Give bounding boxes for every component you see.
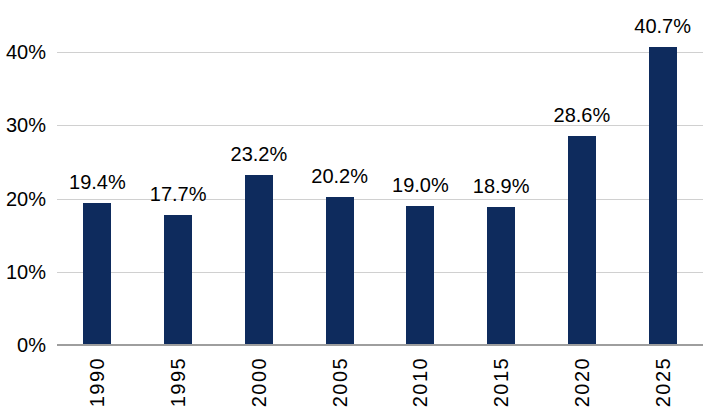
bar-2005 bbox=[326, 197, 354, 344]
bar-2020 bbox=[568, 136, 596, 344]
bar-2015 bbox=[487, 207, 515, 344]
bar-value-label: 28.6% bbox=[532, 103, 632, 127]
bar-2025 bbox=[649, 47, 677, 344]
x-axis-category-label: 2010 bbox=[409, 352, 431, 412]
bar-1990 bbox=[83, 203, 111, 344]
x-axis-line bbox=[57, 344, 703, 346]
bar-2010 bbox=[406, 206, 434, 344]
x-axis-category-label: 2015 bbox=[490, 352, 512, 412]
bar-chart: 0%10%20%30%40%19.4%199017.7%199523.2%200… bbox=[0, 0, 718, 417]
y-axis-tick-label: 0% bbox=[0, 334, 46, 356]
bar-value-label: 17.7% bbox=[128, 182, 228, 206]
x-axis-category-label: 2000 bbox=[248, 352, 270, 412]
x-axis-category-label: 1995 bbox=[167, 352, 189, 412]
bar-2000 bbox=[245, 175, 273, 344]
bar-value-label: 18.9% bbox=[451, 174, 551, 198]
bar-value-label: 40.7% bbox=[613, 14, 713, 38]
x-axis-category-label: 2020 bbox=[571, 352, 593, 412]
y-axis-tick-label: 10% bbox=[0, 261, 46, 283]
gridline bbox=[57, 272, 703, 273]
x-axis-category-label: 1990 bbox=[86, 352, 108, 412]
y-axis-tick-label: 20% bbox=[0, 188, 46, 210]
gridline bbox=[57, 52, 703, 53]
x-axis-category-label: 2005 bbox=[329, 352, 351, 412]
y-axis-tick-label: 40% bbox=[0, 41, 46, 63]
x-axis-category-label: 2025 bbox=[652, 352, 674, 412]
y-axis-tick-label: 30% bbox=[0, 114, 46, 136]
bar-value-label: 23.2% bbox=[209, 142, 309, 166]
bar-1995 bbox=[164, 215, 192, 344]
